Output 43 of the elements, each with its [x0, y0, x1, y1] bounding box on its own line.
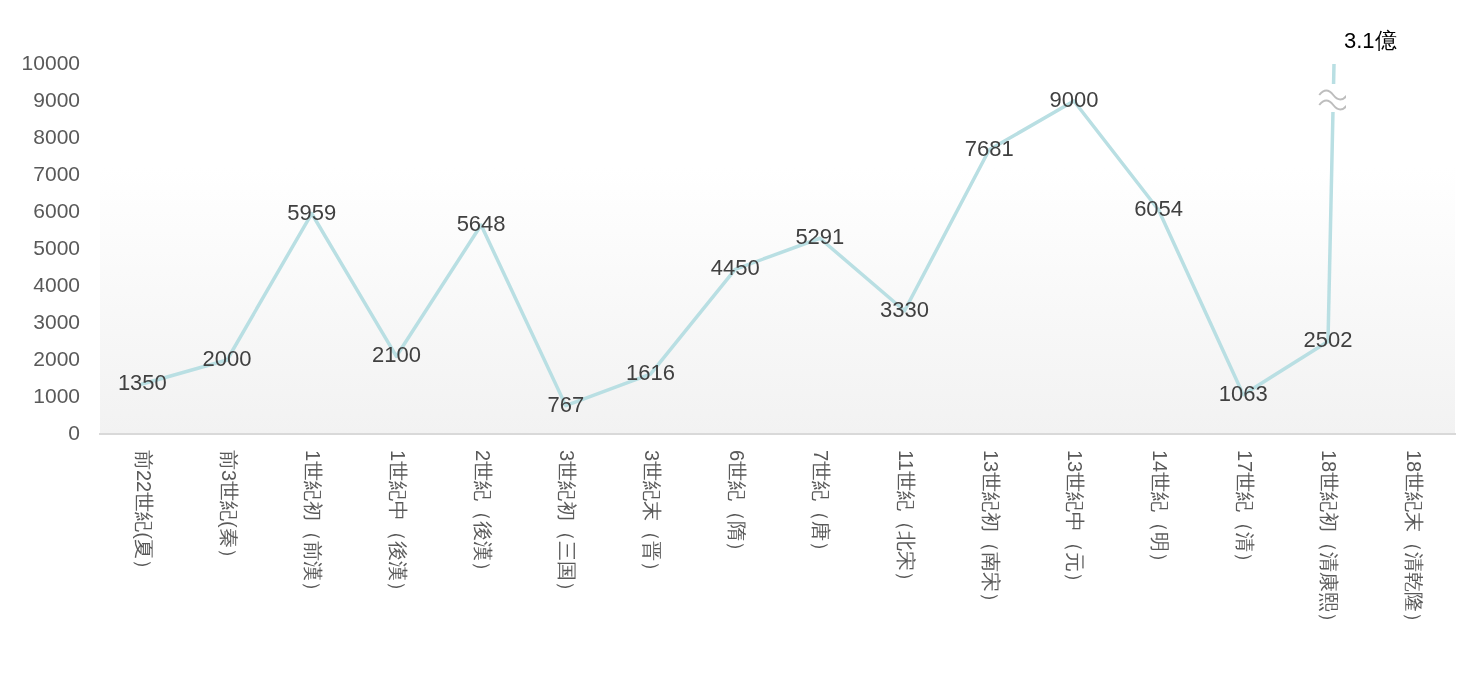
data-label: 5959 [287, 199, 337, 225]
x-tick-label: 3世紀末（晋） [640, 450, 663, 582]
y-tick-label: 0 [68, 420, 80, 444]
data-label: 1350 [117, 370, 167, 396]
y-tick-label: 2000 [33, 346, 80, 370]
y-tick-label: 5000 [33, 235, 80, 259]
data-label: 2100 [371, 342, 421, 368]
x-tick-label: 1世紀初（前漢） [302, 450, 325, 602]
x-tick-label: 11世紀（北宋） [895, 450, 918, 591]
y-tick-label: 9000 [33, 87, 80, 111]
x-tick-label: 1世紀中（後漢） [386, 450, 409, 602]
data-label: 3330 [880, 296, 930, 322]
annotation: 3.1億 [1344, 28, 1397, 54]
data-label: 7681 [964, 135, 1014, 161]
x-tick-label: 前22世紀(夏） [132, 450, 155, 579]
y-tick-label: 10000 [21, 50, 80, 74]
x-tick-label: 14世紀（明） [1149, 450, 1172, 573]
data-label: 9000 [1049, 87, 1099, 113]
data-label: 5648 [456, 211, 506, 237]
data-label: 6054 [1134, 196, 1184, 222]
x-tick-label: 6世紀（隋） [725, 450, 748, 562]
data-label: 767 [547, 391, 585, 417]
y-tick-label: 1000 [33, 383, 80, 407]
y-tick-label: 7000 [33, 161, 80, 185]
y-tick-label: 4000 [33, 272, 80, 296]
x-tick-label: 3世紀初（三国） [556, 450, 579, 602]
x-tick-label: 18世紀末（清乾隆） [1403, 450, 1426, 633]
data-label: 2000 [202, 346, 252, 372]
x-tick-label: 13世紀初（南宋） [979, 450, 1002, 613]
data-label: 2502 [1303, 327, 1353, 353]
data-label: 4450 [710, 255, 760, 281]
x-tick-label: 2世紀（後漢） [471, 450, 494, 582]
data-label: 5291 [795, 224, 845, 250]
x-tick-label: 18世紀初（清康熙） [1318, 450, 1341, 633]
x-tick-label: 前3世紀(秦） [217, 450, 240, 568]
data-label: 1063 [1218, 380, 1268, 406]
y-tick-label: 3000 [33, 309, 80, 333]
x-tick-label: 7世紀（唐） [810, 450, 833, 562]
x-tick-label: 13世紀中（元） [1064, 450, 1087, 593]
data-label: 1616 [625, 360, 675, 386]
y-tick-label: 8000 [33, 124, 80, 148]
y-tick-label: 6000 [33, 198, 80, 222]
x-tick-label: 17世紀（清） [1233, 450, 1256, 573]
